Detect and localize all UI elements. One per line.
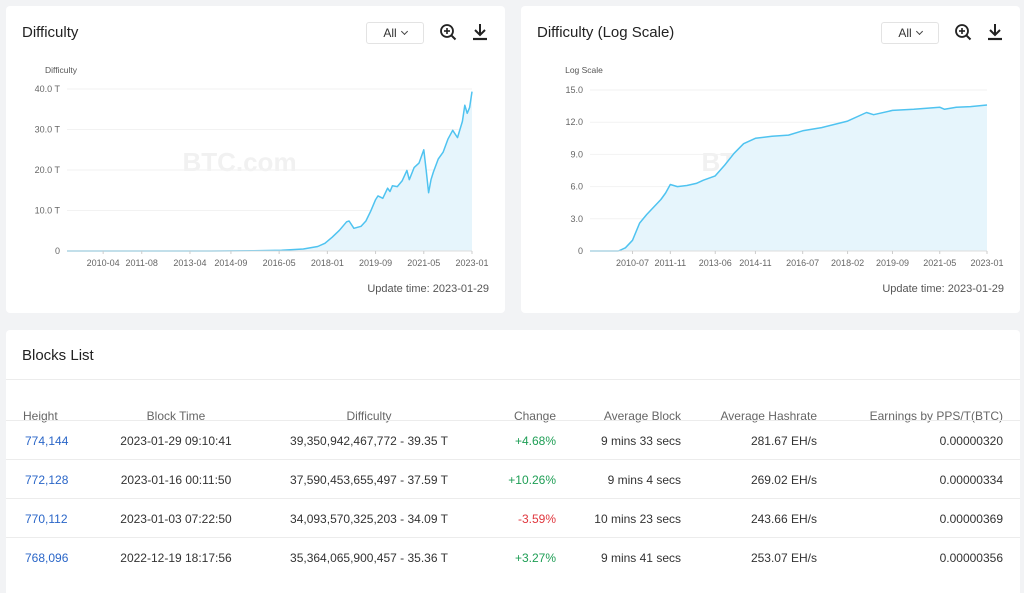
x-tick-label: 2016-07 [786, 258, 819, 268]
zoom-in-icon[interactable] [954, 23, 972, 41]
x-tick-label: 2023-01 [455, 258, 488, 268]
x-tick-label: 2013-06 [699, 258, 732, 268]
series-line [590, 104, 988, 252]
y-axis-title: Difficulty [45, 65, 78, 75]
y-tick-label: 10.0 T [35, 206, 61, 216]
y-tick-label: 0 [578, 246, 583, 256]
update-time: Update time: 2023-01-29 [367, 283, 489, 295]
difficulty-chart: BTC.com Difficulty 0 10.0 T 20.0 T 30.0 T 40.0… [35, 65, 489, 268]
row-divider [6, 498, 1020, 499]
earnings-cell: 0.00000356 [939, 551, 1003, 565]
difficulty-log-chart-title: Difficulty (Log Scale) [537, 24, 675, 41]
y-tick-label: 15.0 [565, 85, 583, 95]
change-cell: +4.68% [514, 434, 556, 448]
x-tick-label: 2019-09 [359, 258, 392, 268]
header-average-block: Average Block [603, 409, 681, 423]
series-line [67, 91, 473, 252]
x-tick-label: 2016-05 [263, 258, 296, 268]
block-height-link[interactable]: 772,128 [25, 473, 69, 487]
header-earnings: Earnings by PPS/T(BTC) [869, 409, 1003, 423]
earnings-cell: 0.00000334 [939, 473, 1003, 487]
x-tick-label: 2018-02 [831, 258, 864, 268]
x-tick-label: 2011-08 [126, 258, 158, 268]
difficulty-log-card: Difficulty (Log Scale) All BTC.comLog Sc… [521, 6, 1020, 313]
block-time-cell: 2023-01-29 09:10:41 [120, 434, 232, 448]
y-tick-label: 20.0 T [35, 165, 61, 175]
block-height-link[interactable]: 774,144 [25, 434, 69, 448]
change-cell: +10.26% [508, 473, 556, 487]
blocks-list-title: Blocks List [22, 347, 94, 364]
x-tick-label: 2014-09 [214, 258, 247, 268]
difficulty-cell: 37,590,453,655,497 - 37.59 T [290, 473, 448, 487]
difficulty-cell: 34,093,570,325,203 - 34.09 T [290, 512, 448, 526]
block-time-cell: 2023-01-03 07:22:50 [120, 512, 232, 526]
x-tick-label: 2010-07 [616, 258, 649, 268]
change-cell: +3.27% [514, 551, 556, 565]
range-select-value: All [898, 26, 912, 40]
header-block-time: Block Time [146, 409, 206, 423]
header-average-hashrate: Average Hashrate [720, 409, 817, 423]
divider [6, 379, 1020, 380]
change-cell: -3.59% [517, 512, 556, 526]
y-tick-label: 30.0 T [35, 125, 61, 135]
range-select[interactable]: All [881, 22, 939, 44]
row-divider [6, 459, 1020, 460]
range-select[interactable]: All [366, 22, 424, 44]
x-tick-label: 2021-05 [923, 258, 956, 268]
average-hashrate-cell: 281.67 EH/s [750, 434, 817, 448]
x-tick-label: 2013-04 [173, 258, 206, 268]
watermark: BTC.com [182, 147, 296, 177]
y-axis-title: Log Scale [565, 65, 603, 75]
blocks-list-card: Blocks List Height Block Time Difficulty… [6, 330, 1020, 593]
average-block-cell: 9 mins 33 secs [600, 434, 681, 448]
block-time-cell: 2022-12-19 18:17:56 [120, 551, 232, 565]
difficulty-cell: 35,364,065,900,457 - 35.36 T [290, 551, 448, 565]
area-fill [590, 105, 987, 251]
block-height-link[interactable]: 770,112 [25, 512, 68, 526]
zoom-in-icon[interactable] [439, 23, 457, 41]
y-tick-label: 9.0 [570, 149, 583, 159]
row-divider [6, 537, 1020, 538]
x-tick-label: 2014-11 [739, 258, 771, 268]
block-height-link[interactable]: 768,096 [25, 551, 69, 565]
block-time-cell: 2023-01-16 00:11:50 [120, 473, 232, 487]
y-tick-label: 12.0 [565, 117, 583, 127]
header-height: Height [23, 409, 58, 423]
x-tick-label: 2023-01 [970, 258, 1003, 268]
download-icon[interactable] [471, 23, 489, 41]
header-difficulty: Difficulty [346, 409, 392, 423]
y-tick-label: 6.0 [570, 182, 583, 192]
row-divider [6, 420, 1020, 421]
average-hashrate-cell: 269.02 EH/s [750, 473, 817, 487]
earnings-cell: 0.00000320 [939, 434, 1003, 448]
x-tick-label: 2010-04 [87, 258, 120, 268]
update-time: Update time: 2023-01-29 [882, 283, 1004, 295]
header-change: Change [513, 409, 556, 423]
download-icon[interactable] [986, 23, 1004, 41]
difficulty-chart-title: Difficulty [22, 24, 79, 41]
difficulty-log-chart: BTC.comLog Scale03.06.09.012.015.02010-0… [565, 65, 1003, 268]
earnings-cell: 0.00000369 [939, 512, 1003, 526]
average-block-cell: 10 mins 23 secs [594, 512, 681, 526]
difficulty-cell: 39,350,942,467,772 - 39.35 T [290, 434, 448, 448]
y-tick-label: 0 [55, 246, 60, 256]
y-tick-label: 40.0 T [35, 84, 61, 94]
average-hashrate-cell: 243.66 EH/s [750, 512, 817, 526]
x-tick-label: 2018-01 [311, 258, 344, 268]
x-tick-label: 2011-11 [654, 258, 686, 268]
average-block-cell: 9 mins 41 secs [600, 551, 681, 565]
x-tick-label: 2021-05 [407, 258, 440, 268]
y-tick-label: 3.0 [570, 214, 583, 224]
average-block-cell: 9 mins 4 secs [607, 473, 681, 487]
range-select-value: All [383, 26, 397, 40]
average-hashrate-cell: 253.07 EH/s [750, 551, 817, 565]
x-tick-label: 2019-09 [876, 258, 909, 268]
difficulty-card: Difficulty All BTC.com Difficulty 0 10.0 T 2… [6, 6, 505, 313]
